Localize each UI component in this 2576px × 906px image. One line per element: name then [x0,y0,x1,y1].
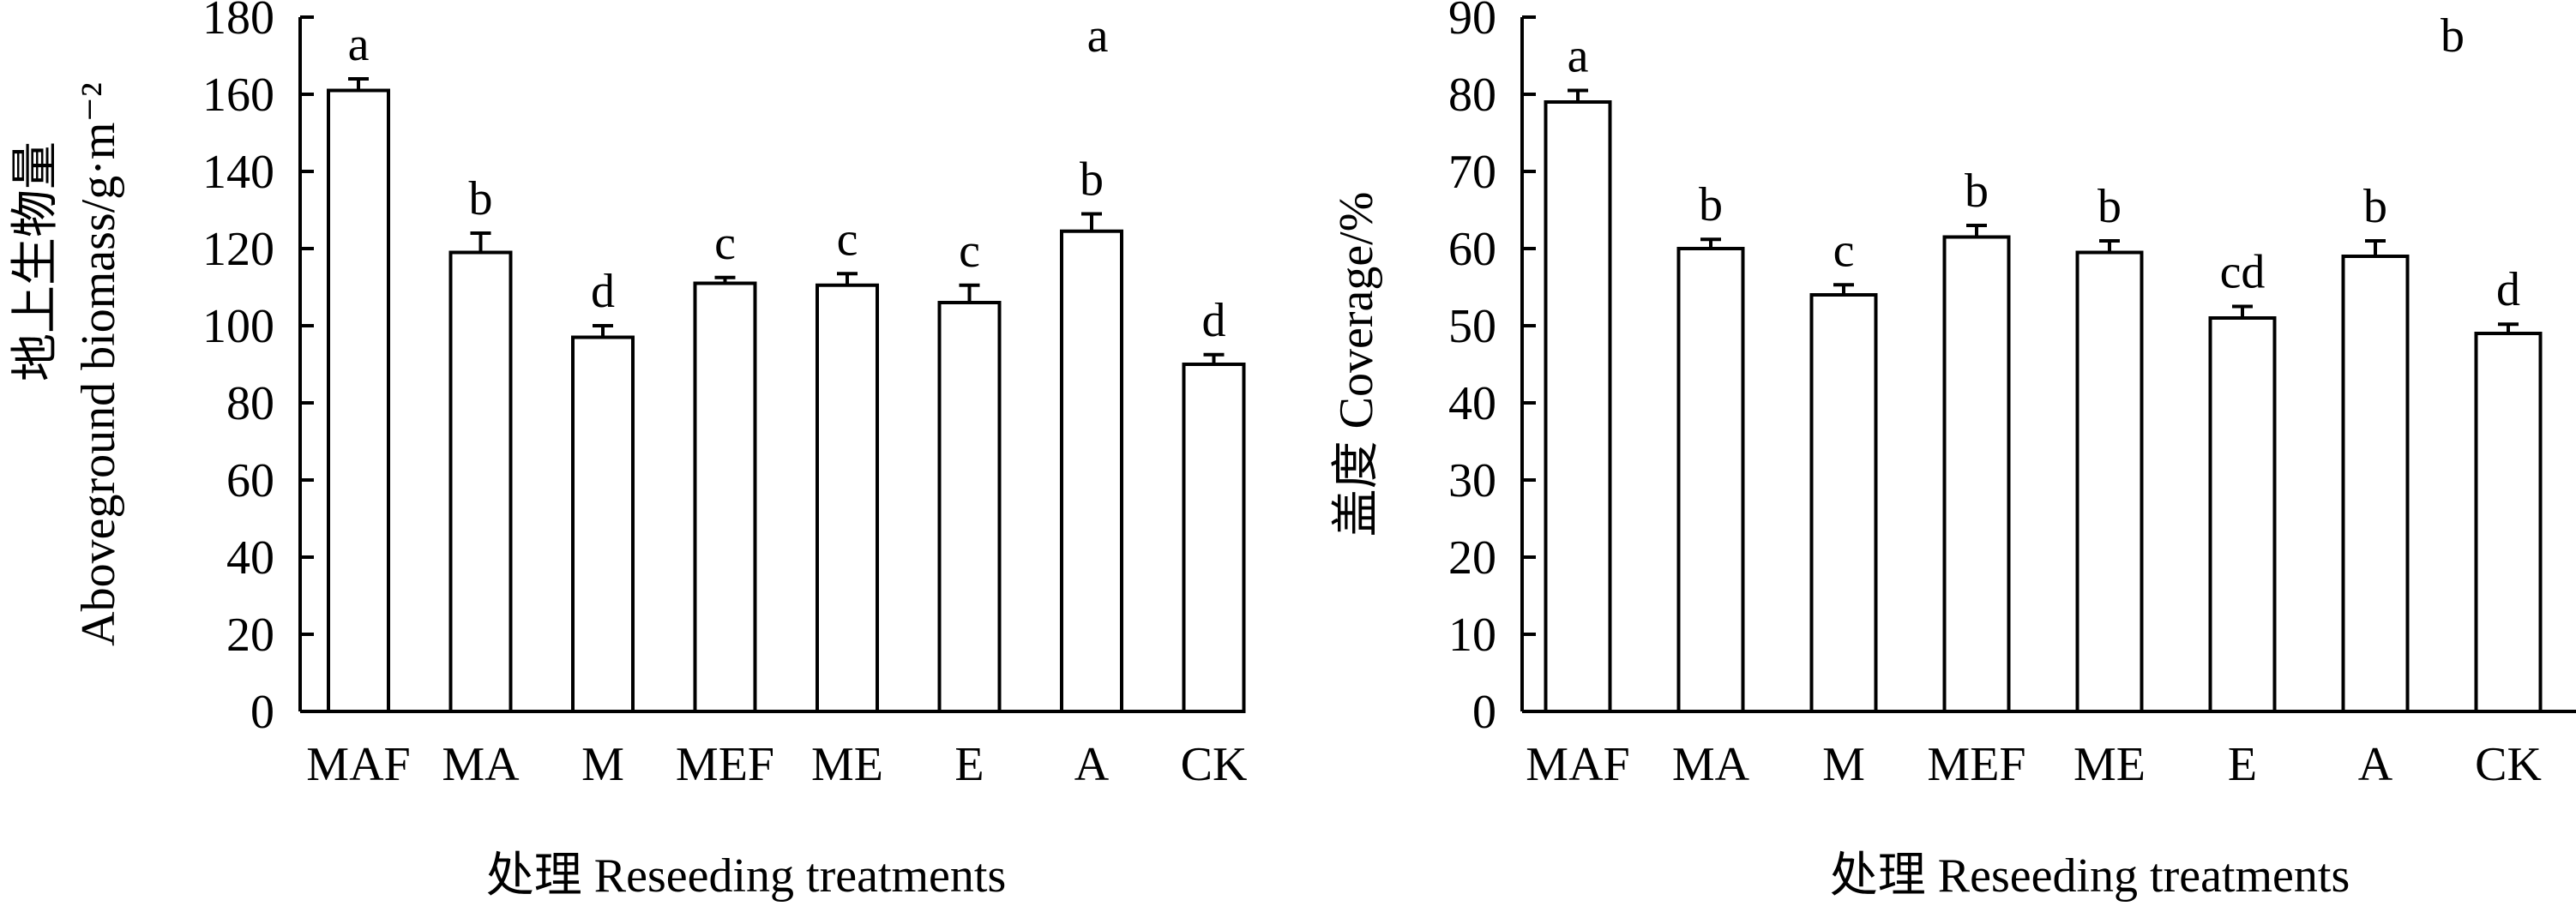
bar-maf [1544,100,1612,713]
significance-label: c [714,217,736,270]
category-label: A [2358,738,2393,791]
y-axis-title: 盖度 Coverage/% [1330,192,1383,537]
y-axis-title-cn: 地上生物量 [9,141,63,381]
significance-label: a [348,18,370,71]
category-label: MEF [1927,738,2025,791]
bar-a [1060,229,1123,713]
y-tick-label: 30 [1448,454,1496,507]
category-label: CK [2475,738,2542,791]
significance-label: b [1965,165,1989,218]
y-tick-label: 40 [226,531,274,585]
y-tick-label: 80 [226,377,274,430]
category-label: MA [442,738,520,791]
category-label: MA [1672,738,1750,791]
category-label: E [954,738,984,791]
category-label: A [1074,738,1110,791]
category-label: MEF [676,738,774,791]
category-label: CK [1181,738,1248,791]
bar-ck [2474,332,2543,713]
y-tick-label: 20 [1448,531,1496,585]
significance-label: b [2098,180,2122,233]
significance-label: b [1080,153,1104,207]
y-tick-label: 100 [202,300,274,353]
panel-letter: a [1087,9,1109,63]
y-tick-label: 160 [202,69,274,122]
y-tick-label: 0 [1472,686,1496,739]
category-label: MAF [1526,738,1629,791]
y-tick-label: 60 [226,454,274,507]
y-tick-label: 180 [202,0,274,45]
bar-ma [448,250,513,713]
bar-m [1809,293,1878,713]
significance-label: b [2363,180,2387,233]
significance-label: a [1568,30,1589,83]
significance-label: c [837,213,858,266]
bar-e [937,301,1002,713]
significance-label: c [959,225,980,278]
bar-me [2075,250,2144,713]
panel-letter: b [2441,9,2465,63]
category-label: M [1822,738,1865,791]
bar-e [2208,316,2277,713]
bar-me [816,283,879,713]
y-tick-label: 20 [226,609,274,662]
bar-mef [1942,235,2011,713]
y-tick-label: 50 [1448,300,1496,353]
significance-label: b [1699,178,1723,231]
bar-ck [1182,363,1246,713]
y-tick-label: 0 [250,686,274,739]
bar-mef [693,281,757,713]
category-label: ME [811,738,883,791]
y-tick-label: 40 [1448,377,1496,430]
category-label: ME [2073,738,2146,791]
y-tick-label: 120 [202,223,274,276]
y-tick-label: 90 [1448,0,1496,45]
y-tick-label: 80 [1448,69,1496,122]
bar-a [2341,255,2410,713]
y-tick-label: 10 [1448,609,1496,662]
category-label: MAF [306,738,410,791]
category-label: M [581,738,624,791]
bar-ma [1676,247,1745,713]
bar-maf [327,88,390,713]
significance-label: d [591,265,615,318]
significance-label: cd [2220,246,2266,299]
significance-label: b [469,172,493,225]
x-axis-title: 处理 Reseeding treatments [1830,849,2350,903]
x-axis-title: 处理 Reseeding treatments [486,849,1007,903]
y-axis-title-en: Aboveground biomass/g·m⁻² [72,82,125,646]
significance-label: d [2496,263,2520,316]
category-label: E [2228,738,2257,791]
y-tick-label: 60 [1448,223,1496,276]
significance-label: c [1833,224,1855,277]
y-tick-label: 140 [202,146,274,199]
y-tick-label: 70 [1448,146,1496,199]
significance-label: d [1202,294,1226,347]
bar-m [571,335,635,713]
